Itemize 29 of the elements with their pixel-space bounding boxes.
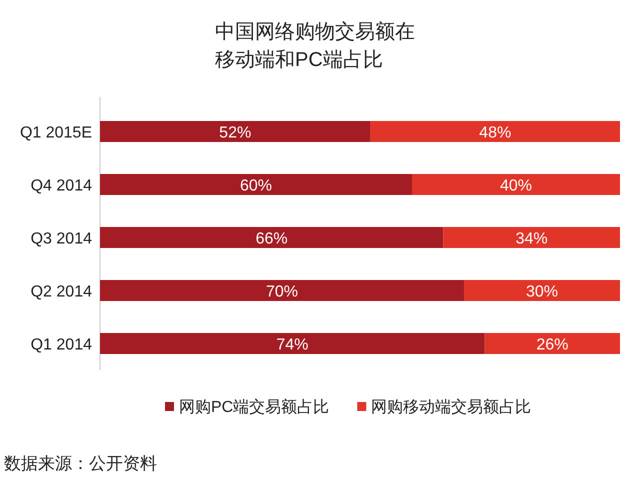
bar <box>484 333 620 354</box>
bar <box>370 121 620 142</box>
data-label: 34% <box>516 230 548 248</box>
data-label: 48% <box>479 124 512 142</box>
y-tick-label: Q1 2015E <box>20 124 92 142</box>
y-tick-label: Q4 2014 <box>30 178 92 194</box>
chart-title: 中国网络购物交易额在移动端和PC端占比 <box>215 20 415 73</box>
bar <box>100 280 464 301</box>
data-label: 74% <box>276 336 308 354</box>
data-label: 40% <box>500 178 532 194</box>
legend-label: 网购移动端交易额占比 <box>371 398 532 416</box>
source-note: 数据来源：公开资料 <box>4 453 157 475</box>
y-tick-label: Q3 2014 <box>30 230 92 248</box>
bar <box>100 333 485 354</box>
bar <box>443 227 620 248</box>
data-label: 52% <box>219 124 252 142</box>
data-label: 60% <box>240 178 272 194</box>
data-label: 66% <box>256 230 288 248</box>
legend-label: 网购PC端交易额占比 <box>179 398 330 416</box>
y-tick-label: Q1 2014 <box>30 336 92 354</box>
bar <box>464 280 620 301</box>
data-label: 70% <box>266 284 298 300</box>
data-label: 26% <box>536 336 568 354</box>
bar <box>100 121 370 142</box>
y-tick-label: Q2 2014 <box>30 284 92 300</box>
bar <box>100 174 412 195</box>
bar <box>100 227 444 248</box>
data-label: 30% <box>526 284 558 300</box>
bar <box>412 174 620 195</box>
